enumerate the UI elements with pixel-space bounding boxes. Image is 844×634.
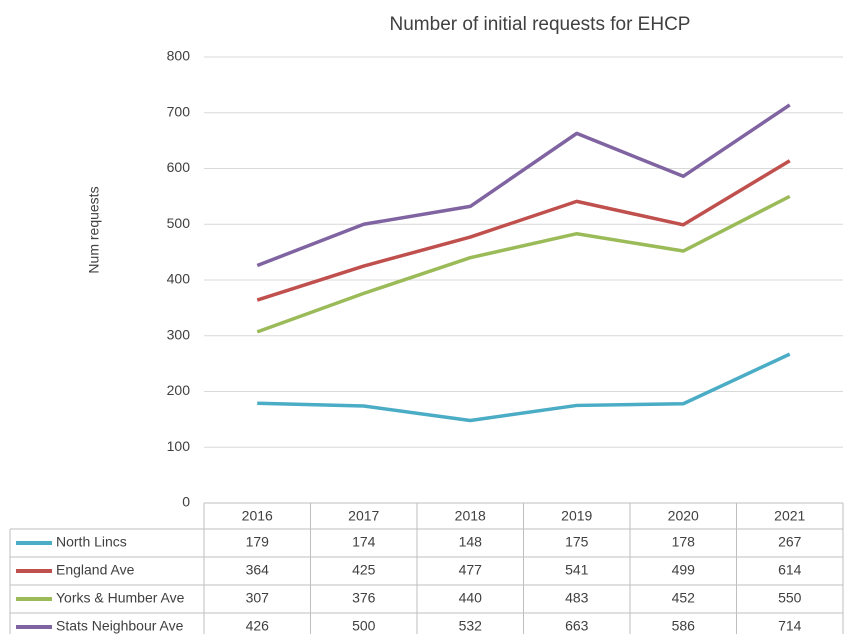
- table-value: 148: [459, 534, 483, 550]
- table-value: 714: [778, 618, 802, 634]
- table-value: 663: [565, 618, 589, 634]
- table-value: 425: [352, 562, 376, 578]
- y-tick-label: 500: [167, 215, 191, 231]
- y-tick-label: 600: [167, 159, 191, 175]
- table-value: 541: [565, 562, 589, 578]
- table-value: 175: [565, 534, 589, 550]
- table-value: 364: [246, 562, 270, 578]
- series-line: [257, 352, 791, 423]
- table-value: 532: [459, 618, 483, 634]
- table-value: 477: [459, 562, 483, 578]
- y-tick-label: 400: [167, 271, 191, 287]
- legend-label: Stats Neighbour Ave: [56, 618, 184, 634]
- y-tick-label: 0: [182, 494, 190, 510]
- series-line: [256, 103, 791, 268]
- table-value: 500: [352, 618, 376, 634]
- table-value: 307: [246, 590, 270, 606]
- table-value: 267: [778, 534, 802, 550]
- series-line: [256, 159, 791, 302]
- table-value: 550: [778, 590, 802, 606]
- table-value: 586: [672, 618, 696, 634]
- table-value: 483: [565, 590, 589, 606]
- x-tick-label: 2021: [774, 508, 805, 524]
- table-value: 440: [459, 590, 483, 606]
- x-tick-label: 2019: [561, 508, 592, 524]
- y-tick-label: 200: [167, 382, 191, 398]
- table-value: 376: [352, 590, 376, 606]
- table-value: 178: [672, 534, 696, 550]
- y-tick-label: 700: [167, 103, 191, 119]
- table-value: 452: [672, 590, 696, 606]
- y-tick-label: 300: [167, 326, 191, 342]
- y-tick-label: 800: [167, 48, 191, 64]
- legend-label: North Lincs: [56, 534, 127, 550]
- table-value: 179: [246, 534, 270, 550]
- x-tick-label: 2020: [668, 508, 699, 524]
- legend-label: Yorks & Humber Ave: [56, 590, 185, 606]
- table-value: 426: [246, 618, 270, 634]
- x-tick-label: 2016: [242, 508, 273, 524]
- y-axis-label: Num requests: [86, 186, 102, 273]
- x-tick-label: 2018: [455, 508, 486, 524]
- y-tick-label: 100: [167, 438, 191, 454]
- legend-label: England Ave: [56, 562, 135, 578]
- series-line: [256, 194, 791, 334]
- table-value: 499: [672, 562, 696, 578]
- chart-title: Number of initial requests for EHCP: [390, 14, 691, 35]
- x-tick-label: 2017: [348, 508, 379, 524]
- table-value: 614: [778, 562, 802, 578]
- table-value: 174: [352, 534, 376, 550]
